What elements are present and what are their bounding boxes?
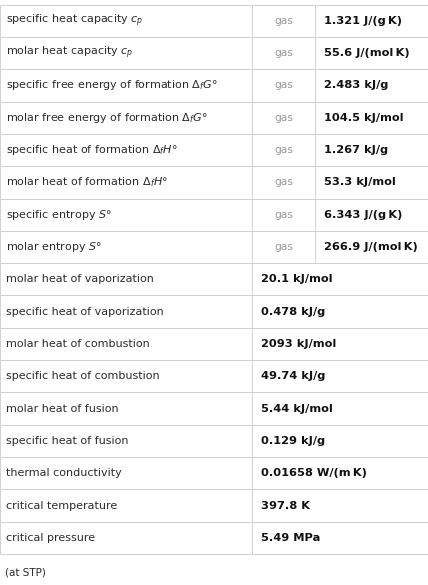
Text: gas: gas xyxy=(274,242,293,252)
Text: molar heat of fusion: molar heat of fusion xyxy=(6,404,119,414)
Text: molar entropy $S°$: molar entropy $S°$ xyxy=(6,240,102,254)
Text: specific heat of combustion: specific heat of combustion xyxy=(6,371,160,381)
Text: gas: gas xyxy=(274,145,293,155)
Text: 5.49 MPa: 5.49 MPa xyxy=(261,533,321,543)
Text: gas: gas xyxy=(274,16,293,26)
Text: specific entropy $S°$: specific entropy $S°$ xyxy=(6,208,113,222)
Text: gas: gas xyxy=(274,209,293,220)
Text: (at STP): (at STP) xyxy=(5,567,46,577)
Text: molar heat of vaporization: molar heat of vaporization xyxy=(6,274,155,284)
Text: 0.478 kJ/g: 0.478 kJ/g xyxy=(261,307,325,316)
Text: critical temperature: critical temperature xyxy=(6,501,118,511)
Text: gas: gas xyxy=(274,81,293,91)
Text: 397.8 K: 397.8 K xyxy=(261,501,310,511)
Text: 53.3 kJ/mol: 53.3 kJ/mol xyxy=(324,177,396,187)
Text: specific heat of vaporization: specific heat of vaporization xyxy=(6,307,164,316)
Text: specific free energy of formation $\Delta_f G°$: specific free energy of formation $\Delt… xyxy=(6,78,218,92)
Text: molar heat of combustion: molar heat of combustion xyxy=(6,339,150,349)
Text: 6.343 J/(g K): 6.343 J/(g K) xyxy=(324,209,403,220)
Text: gas: gas xyxy=(274,48,293,58)
Text: critical pressure: critical pressure xyxy=(6,533,95,543)
Text: 2.483 kJ/g: 2.483 kJ/g xyxy=(324,81,389,91)
Text: 49.74 kJ/g: 49.74 kJ/g xyxy=(261,371,325,381)
Text: 1.321 J/(g K): 1.321 J/(g K) xyxy=(324,16,402,26)
Text: molar free energy of formation $\Delta_f G°$: molar free energy of formation $\Delta_f… xyxy=(6,111,208,125)
Text: 55.6 J/(mol K): 55.6 J/(mol K) xyxy=(324,48,410,58)
Text: specific heat of formation $\Delta_f H°$: specific heat of formation $\Delta_f H°$ xyxy=(6,143,178,157)
Text: gas: gas xyxy=(274,177,293,187)
Text: specific heat capacity $c_p$: specific heat capacity $c_p$ xyxy=(6,13,144,29)
Text: 266.9 J/(mol K): 266.9 J/(mol K) xyxy=(324,242,418,252)
Text: specific heat of fusion: specific heat of fusion xyxy=(6,436,129,446)
Text: 0.01658 W/(m K): 0.01658 W/(m K) xyxy=(261,468,367,478)
Text: 20.1 kJ/mol: 20.1 kJ/mol xyxy=(261,274,333,284)
Text: gas: gas xyxy=(274,113,293,123)
Text: 104.5 kJ/mol: 104.5 kJ/mol xyxy=(324,113,404,123)
Text: 0.129 kJ/g: 0.129 kJ/g xyxy=(261,436,325,446)
Text: molar heat of formation $\Delta_f H°$: molar heat of formation $\Delta_f H°$ xyxy=(6,176,168,190)
Text: 1.267 kJ/g: 1.267 kJ/g xyxy=(324,145,389,155)
Text: 5.44 kJ/mol: 5.44 kJ/mol xyxy=(261,404,333,414)
Text: 2093 kJ/mol: 2093 kJ/mol xyxy=(261,339,336,349)
Text: molar heat capacity $c_p$: molar heat capacity $c_p$ xyxy=(6,45,134,61)
Text: thermal conductivity: thermal conductivity xyxy=(6,468,122,478)
